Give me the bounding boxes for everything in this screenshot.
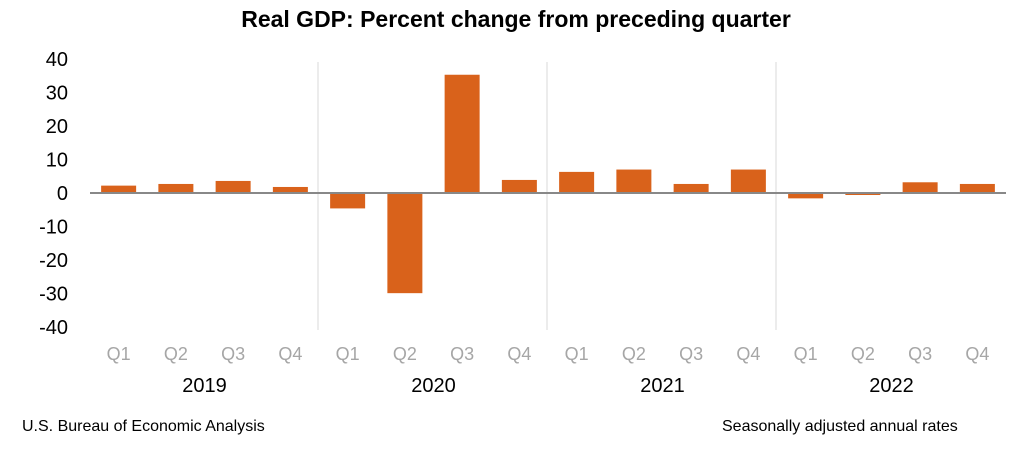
x-tick-label: Q4	[278, 344, 302, 364]
y-tick-label: 0	[57, 183, 68, 205]
bar	[730, 169, 766, 193]
bar	[673, 183, 709, 193]
bar	[845, 193, 881, 196]
y-tick-label: -40	[39, 317, 68, 339]
x-tick-label: Q2	[622, 344, 646, 364]
x-tick-label: Q2	[164, 344, 188, 364]
x-tick-label: Q3	[221, 344, 245, 364]
bar	[444, 74, 480, 193]
y-tick-label: -20	[39, 250, 68, 272]
y-tick-label: 30	[46, 83, 68, 105]
x-tick-label: Q1	[336, 344, 360, 364]
bar	[788, 193, 824, 199]
x-tick-label: Q4	[965, 344, 989, 364]
x-tick-label: Q1	[107, 344, 131, 364]
year-label: 2022	[869, 375, 914, 397]
year-label: 2021	[640, 375, 685, 397]
bar	[272, 186, 308, 193]
rate-note: Seasonally adjusted annual rates	[722, 418, 958, 435]
year-label: 2019	[182, 375, 227, 397]
bar	[215, 180, 251, 193]
x-tick-label: Q1	[794, 344, 818, 364]
bar	[559, 171, 595, 193]
x-tick-label: Q1	[565, 344, 589, 364]
bar	[158, 183, 194, 193]
y-tick-label: 40	[46, 49, 68, 71]
y-tick-label: 10	[46, 150, 68, 172]
y-tick-label: 20	[46, 116, 68, 138]
y-tick-label: -30	[39, 284, 68, 306]
x-tick-label: Q4	[507, 344, 531, 364]
year-label: 2020	[411, 375, 456, 397]
bar	[501, 179, 537, 193]
bar	[101, 185, 137, 193]
source-note: U.S. Bureau of Economic Analysis	[22, 418, 265, 435]
bar	[616, 169, 652, 193]
x-tick-label: Q3	[908, 344, 932, 364]
y-tick-label: -10	[39, 217, 68, 239]
x-tick-label: Q2	[851, 344, 875, 364]
x-tick-label: Q3	[450, 344, 474, 364]
bar	[959, 183, 995, 193]
bar	[902, 182, 938, 193]
chart-title: Real GDP: Percent change from preceding …	[241, 6, 791, 32]
x-tick-label: Q2	[393, 344, 417, 364]
x-tick-label: Q3	[679, 344, 703, 364]
x-tick-label: Q4	[736, 344, 760, 364]
bar	[387, 193, 423, 294]
bar	[330, 193, 366, 209]
